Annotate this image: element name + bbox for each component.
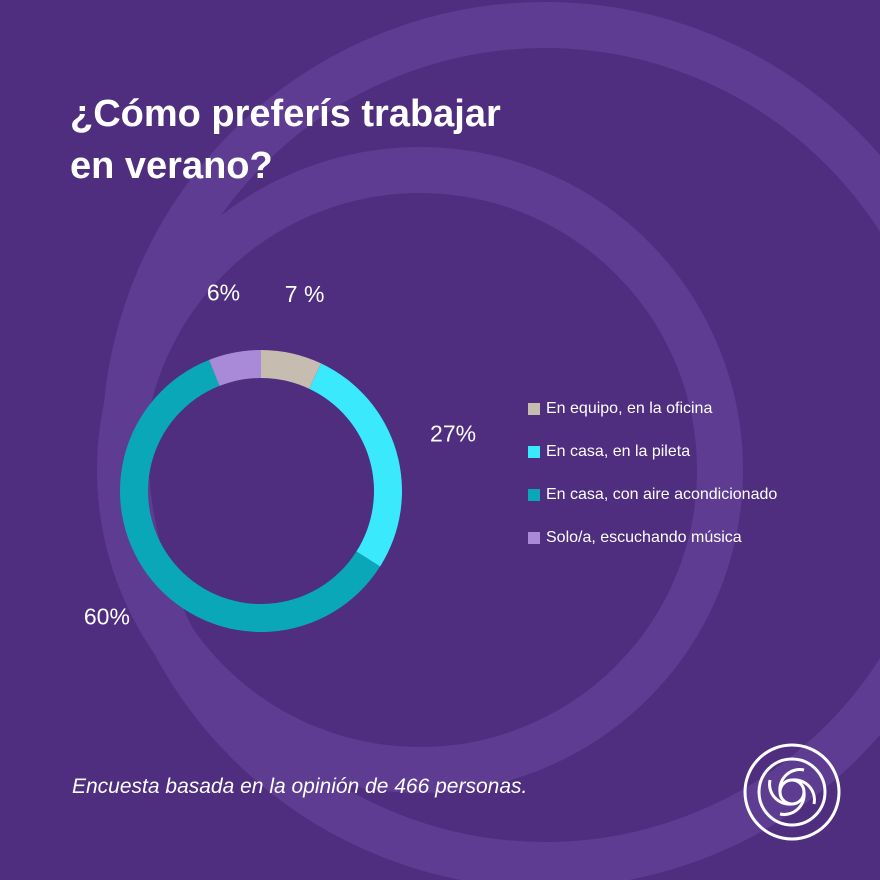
title-line-2: en verano?: [70, 145, 273, 187]
data-label-3: 60%: [84, 604, 130, 630]
legend-swatch: [528, 446, 540, 458]
legend-swatch: [528, 403, 540, 415]
donut-slice-4: [209, 350, 261, 386]
page-title: ¿Cómo preferís trabajar en verano?: [70, 88, 670, 192]
data-label-2: 27%: [430, 420, 476, 446]
legend-item: En casa, con aire acondicionado: [528, 483, 777, 507]
title-line-1: ¿Cómo preferís trabajar: [70, 93, 501, 135]
donut-slice-2: [309, 363, 402, 567]
legend-item: En equipo, en la oficina: [528, 397, 777, 421]
legend-label: En equipo, en la oficina: [546, 400, 713, 417]
chart-legend: En equipo, en la oficina En casa, en la …: [528, 397, 777, 569]
legend-item: Solo/a, escuchando música: [528, 526, 777, 550]
survey-footnote: Encuesta basada en la opinión de 466 per…: [72, 775, 528, 798]
data-label-4: 6%: [207, 280, 240, 306]
legend-label: En casa, en la pileta: [546, 443, 691, 460]
donut-slice-1: [261, 350, 322, 389]
aperture-logo-icon: [743, 743, 841, 841]
legend-swatch: [528, 532, 540, 544]
legend-swatch: [528, 489, 540, 501]
legend-label: Solo/a, escuchando música: [546, 529, 742, 546]
legend-item: En casa, en la pileta: [528, 440, 777, 464]
background-ring-small: [97, 147, 743, 793]
legend-label: En casa, con aire acondicionado: [546, 486, 778, 503]
data-label-1: 7 %: [285, 281, 325, 307]
